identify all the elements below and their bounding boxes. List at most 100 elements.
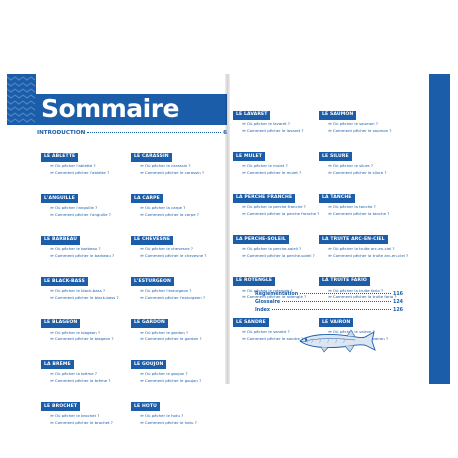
contents-entry[interactable]: »» Où pêcher le carassin ? <box>131 163 217 168</box>
contents-entry[interactable]: »» Comment pêcher le barbeau ? <box>41 253 127 258</box>
contents-entry[interactable]: »» Comment pêcher le rotengle ? <box>233 294 319 299</box>
contents-entry[interactable]: »» Où pêcher le chevesne ? <box>131 246 217 251</box>
contents-entry[interactable]: »» Comment pêcher le brochet ? <box>41 420 127 425</box>
double-chevron-right-icon: »» <box>140 170 144 176</box>
contents-entry[interactable]: »» Comment pêcher le chevesne ? <box>131 253 217 258</box>
fish-section-tag[interactable]: LE HOTU <box>131 402 160 412</box>
fish-section-tag[interactable]: L'ESTURGEON <box>131 277 174 287</box>
fish-section-tag[interactable]: LA BRÈME <box>41 360 74 370</box>
contents-entry[interactable]: »» Où pêcher le vairon ? <box>319 329 405 334</box>
fish-section-tag[interactable]: LE ABLETTE <box>41 152 79 162</box>
double-chevron-right-icon: »» <box>50 246 54 252</box>
contents-entry[interactable]: »» Comment pêcher la carpe ? <box>131 212 217 217</box>
contents-entry[interactable]: »» Où pêcher le hotu ? <box>131 413 217 418</box>
entry-label: Où pêcher le vairon ? <box>332 329 375 335</box>
contents-entry[interactable]: »» Comment pêcher l'ablette ? <box>41 170 127 175</box>
fish-section-tag[interactable]: LA CARPE <box>131 194 163 204</box>
introduction-label: INTRODUCTION <box>37 130 86 136</box>
contents-entry[interactable]: »» Où pêcher la brème ? <box>41 371 127 376</box>
fish-section-tag[interactable]: L'ANGUILLE <box>41 194 78 204</box>
fish-section-tag[interactable]: LE SAUMON <box>319 110 357 120</box>
contents-entry[interactable]: »» Comment pêcher la perche-soleil ? <box>233 253 319 258</box>
contents-entry[interactable]: »» Comment pêcher la tanche ? <box>319 211 405 216</box>
fish-section-tag[interactable]: LE CARASSIN <box>131 152 172 162</box>
contents-entry[interactable]: »» Où pêcher la carpe ? <box>131 205 217 210</box>
contents-entry[interactable]: »» Comment pêcher l'anguille ? <box>41 212 127 217</box>
double-chevron-right-icon: »» <box>328 121 332 127</box>
contents-entry[interactable]: »» Où pêcher l'esturgeon ? <box>131 288 217 293</box>
annex-entry[interactable]: Glossaire 124 <box>255 300 403 305</box>
contents-entry[interactable]: »» Où pêcher le saumon ? <box>319 121 405 126</box>
fish-section-tag[interactable]: LA TRUITE ARC-EN-CIEL <box>319 235 388 245</box>
contents-entry[interactable]: »» Comment pêcher l'esturgeon ? <box>131 295 217 300</box>
contents-entry[interactable]: »» Où pêcher le lavaret ? <box>233 121 319 126</box>
annex-entry[interactable]: Index 126 <box>255 308 403 313</box>
fish-section-tag[interactable]: LE ROTENGLE <box>233 276 276 286</box>
contents-entry[interactable]: »» Où pêcher le sandre ? <box>233 329 319 334</box>
fish-section-tag[interactable]: LE CHEVESNE <box>131 235 174 245</box>
contents-entry[interactable]: »» Où pêcher la perche franche ? <box>233 204 319 209</box>
contents-section: LE SILURE»» Où pêcher le silure ? »» Commen… <box>319 142 405 175</box>
contents-entry[interactable]: »» Où pêcher la tanche ? <box>319 204 405 209</box>
fish-section-tag[interactable]: LE SANDRE <box>233 318 269 328</box>
contents-entry[interactable]: »» Comment pêcher le hotu ? <box>131 420 217 425</box>
dot-leader <box>300 293 391 294</box>
contents-section: L'ANGUILLE»» Où pêcher l'anguille ? »» Comm… <box>41 184 127 217</box>
double-chevron-right-icon: »» <box>140 253 144 259</box>
contents-entry[interactable]: »» Où pêcher l'anguille ? <box>41 205 127 210</box>
entry-label: Comment pêcher le saumon ? <box>332 128 392 134</box>
contents-entry[interactable]: »» Comment pêcher le gardon ? <box>131 336 217 341</box>
fish-section-tag[interactable]: LA TRUITE FARIO <box>319 276 370 286</box>
contents-entry[interactable]: »» Où pêcher le goujon ? <box>131 371 217 376</box>
contents-entry[interactable]: »» Où pêcher le silure ? <box>319 163 405 168</box>
entry-label: Où pêcher le chevesne ? <box>144 246 193 252</box>
contents-entry[interactable]: »» Comment pêcher la brème ? <box>41 378 127 383</box>
contents-entry[interactable]: »» Où pêcher le black-bass ? <box>41 288 127 293</box>
fish-section-tag[interactable]: LE GARDON <box>131 318 168 328</box>
contents-entry[interactable]: »» Où pêcher le rotengle ? <box>233 288 319 293</box>
fish-section-tag[interactable]: LE SILURE <box>319 152 352 162</box>
contents-entry[interactable]: »» Comment pêcher la perche franche ? <box>233 211 319 216</box>
contents-entry[interactable]: »» Où pêcher le mulet ? <box>233 163 319 168</box>
contents-entry[interactable]: »» Comment pêcher la truite fario ? <box>319 294 405 299</box>
contents-entry[interactable]: »» Où pêcher la truite arc-en-ciel ? <box>319 246 405 251</box>
contents-entry[interactable]: »» Où pêcher le barbeau ? <box>41 246 127 251</box>
contents-entry[interactable]: »» Où pêcher le blageon ? <box>41 330 127 335</box>
contents-entry[interactable]: »» Comment pêcher le blageon ? <box>41 336 127 341</box>
contents-entry[interactable]: »» Où pêcher la perche-soleil ? <box>233 246 319 251</box>
fish-section-tag[interactable]: LE GOUJON <box>131 360 167 370</box>
double-chevron-right-icon: »» <box>140 288 144 294</box>
contents-section: LE ABLETTE»» Où pêcher l'ablette ? »» Comme… <box>41 142 127 175</box>
fish-section-tag[interactable]: LE LAVARET <box>233 110 271 120</box>
contents-entry[interactable]: »» Comment pêcher le goujon ? <box>131 378 217 383</box>
annex-list: Réglementation 116 Glossaire 124 Index 1… <box>255 292 403 316</box>
contents-entry[interactable]: »» Où pêcher le gardon ? <box>131 330 217 335</box>
contents-entry[interactable]: »» Comment pêcher le carassin ? <box>131 170 217 175</box>
contents-entry[interactable]: »» Où pêcher la truite fario ? <box>319 288 405 293</box>
fish-section-tag[interactable]: LA TANCHE <box>319 193 355 203</box>
fish-section-tag[interactable]: LE BARBEAU <box>41 235 81 245</box>
annex-entry[interactable]: Réglementation 116 <box>255 292 403 297</box>
double-chevron-right-icon: »» <box>242 287 246 293</box>
contents-entry[interactable]: »» Comment pêcher la truite arc-en-ciel ? <box>319 253 408 258</box>
fish-section-tag[interactable]: LE BROCHET <box>41 402 81 412</box>
contents-entry[interactable]: »» Comment pêcher le mulet ? <box>233 170 319 175</box>
fish-section-tag[interactable]: LE BLAGEON <box>41 318 81 328</box>
fish-section-tag[interactable]: LE MULET <box>233 152 265 162</box>
contents-entry[interactable]: »» Comment pêcher le silure ? <box>319 170 405 175</box>
contents-entry[interactable]: »» Comment pêcher le lavaret ? <box>233 128 319 133</box>
page-title: Sommaire <box>41 94 180 123</box>
contents-entry[interactable]: »» Comment pêcher le saumon ? <box>319 128 405 133</box>
introduction-entry[interactable]: INTRODUCTION 6 <box>37 130 227 136</box>
entry-label: Où pêcher le gardon ? <box>144 329 189 335</box>
fish-section-tag[interactable]: LA PERCHE FRANCHE <box>233 193 296 203</box>
contents-entry[interactable]: »» Où pêcher le brochet ? <box>41 413 127 418</box>
contents-entry[interactable]: »» Où pêcher l'ablette ? <box>41 163 127 168</box>
book-spread: Sommaire INTRODUCTION 6 LE ABLETTE»»Où p… <box>7 74 450 425</box>
fish-section-tag[interactable]: LE VAIRON <box>319 318 354 328</box>
fish-section-tag[interactable]: LE BLACK-BASS <box>41 277 88 287</box>
fish-section-tag[interactable]: LA PERCHE-SOLEIL <box>233 235 289 245</box>
contents-entry[interactable]: »» Comment pêcher le sandre ? <box>233 336 319 341</box>
contents-entry[interactable]: »» Comment pêcher le black-bass ? <box>41 295 127 300</box>
entry-label: Où pêcher le barbeau ? <box>54 246 101 252</box>
